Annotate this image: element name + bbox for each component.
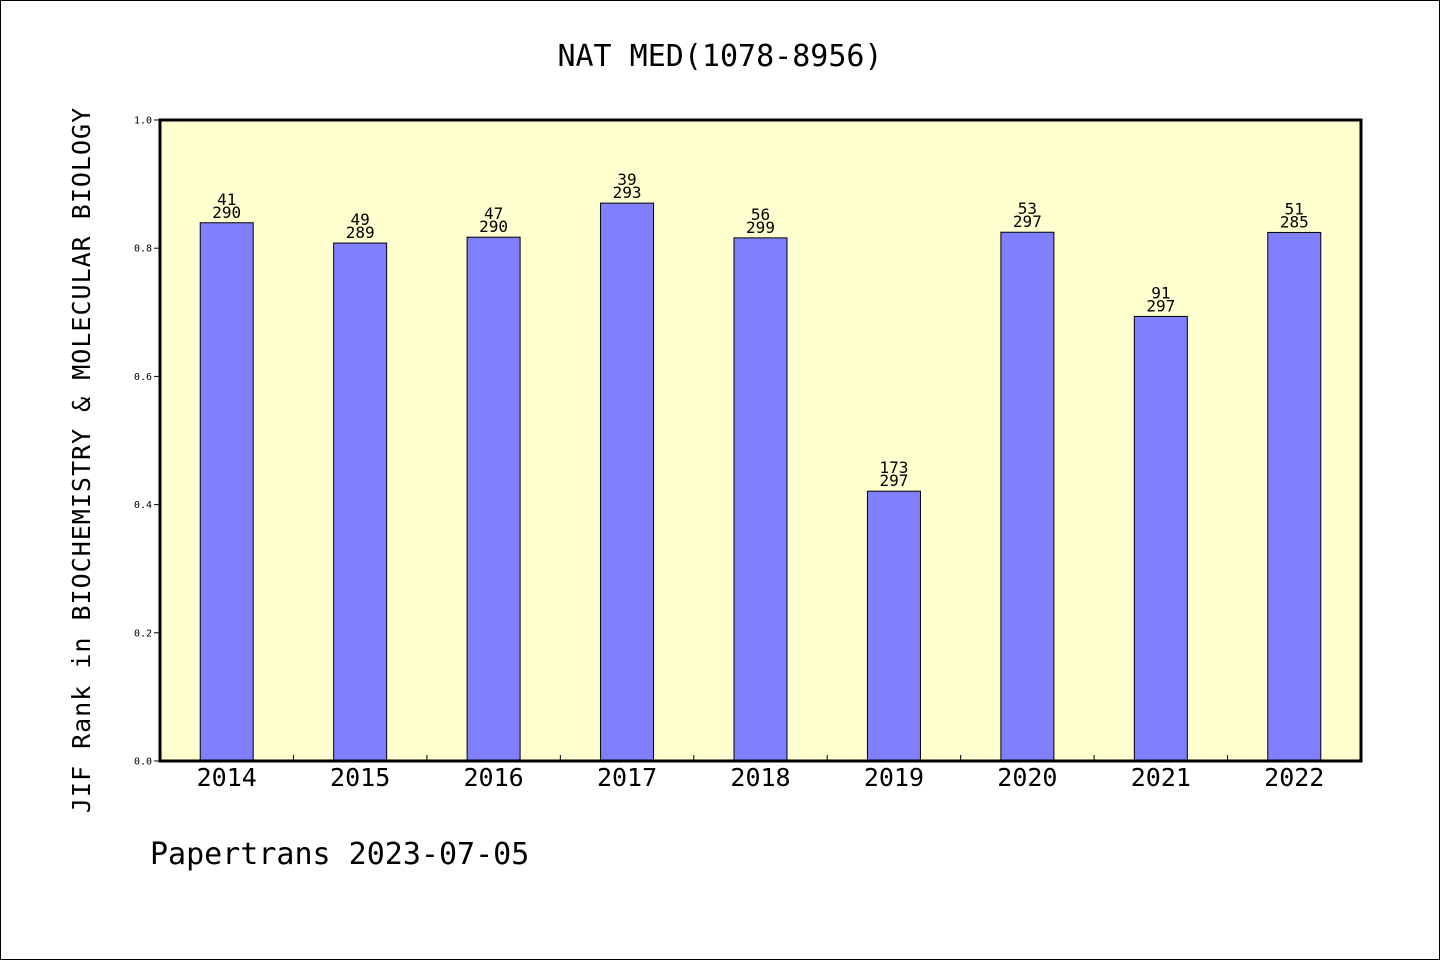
- bar-rank-label: 49: [351, 210, 370, 229]
- y-tick-label: 0.8: [134, 244, 152, 255]
- bar: [1267, 231, 1322, 762]
- x-tick-label: 2017: [597, 763, 657, 792]
- bar-rank-label: 91: [1151, 283, 1170, 302]
- bar-rank-label: 39: [617, 170, 636, 189]
- bar-rank-label: 56: [751, 205, 770, 224]
- y-tick-label: 0.6: [134, 372, 152, 383]
- bar-total-label: 290: [212, 203, 241, 222]
- x-tick-label: 2015: [330, 763, 390, 792]
- x-tick-label: 2019: [864, 763, 924, 792]
- bar: [1133, 315, 1188, 762]
- bar: [333, 242, 388, 762]
- footer-credit: Papertrans 2023-07-05: [150, 837, 529, 872]
- bar-rank-label: 173: [879, 458, 908, 477]
- bar-total-label: 290: [479, 217, 508, 236]
- x-tick-label: 2016: [464, 763, 524, 792]
- x-axis-ticks: 2014 2015 2016 2017 2018 2019 2020 2021 2022: [197, 755, 1324, 792]
- bar-total-label: 299: [746, 218, 775, 237]
- y-axis-label: JIF Rank in BIOCHEMISTRY & MOLECULAR BIO…: [67, 107, 96, 813]
- x-tick-label: 2014: [197, 763, 257, 792]
- bar-rank-label: 47: [484, 204, 503, 223]
- y-tick-label: 0.4: [134, 500, 152, 511]
- y-tick-label: 0.0: [134, 757, 152, 768]
- y-tick-label: 0.2: [134, 628, 152, 639]
- x-tick-label: 2022: [1264, 763, 1324, 792]
- x-tick-label: 2018: [730, 763, 790, 792]
- bar: [600, 202, 655, 762]
- bar: [866, 490, 921, 762]
- bar: [733, 237, 788, 762]
- chart-title: NAT MED(1078-8956): [557, 39, 882, 74]
- bar-rank-label: 53: [1018, 199, 1037, 218]
- y-axis-ticks: 0.0 0.2 0.4 0.6 0.8 1.0: [134, 116, 160, 768]
- bar-series: [199, 202, 1322, 762]
- bar-total-label: 297: [1146, 296, 1175, 315]
- bar: [1000, 231, 1055, 762]
- bar-total-label: 293: [613, 183, 642, 202]
- bar-rank-label: 51: [1285, 199, 1304, 218]
- bar-rank-label: 41: [217, 190, 236, 209]
- plot-border: [158, 118, 1363, 763]
- y-tick-label: 1.0: [134, 116, 152, 127]
- bar: [466, 236, 521, 762]
- bar: [199, 222, 254, 762]
- x-tick-label: 2021: [1131, 763, 1191, 792]
- bar-total-label: 285: [1280, 212, 1309, 231]
- bar-total-label: 297: [1013, 212, 1042, 231]
- bar-total-label: 297: [879, 471, 908, 490]
- bar-total-label: 289: [346, 223, 375, 242]
- x-tick-label: 2020: [997, 763, 1057, 792]
